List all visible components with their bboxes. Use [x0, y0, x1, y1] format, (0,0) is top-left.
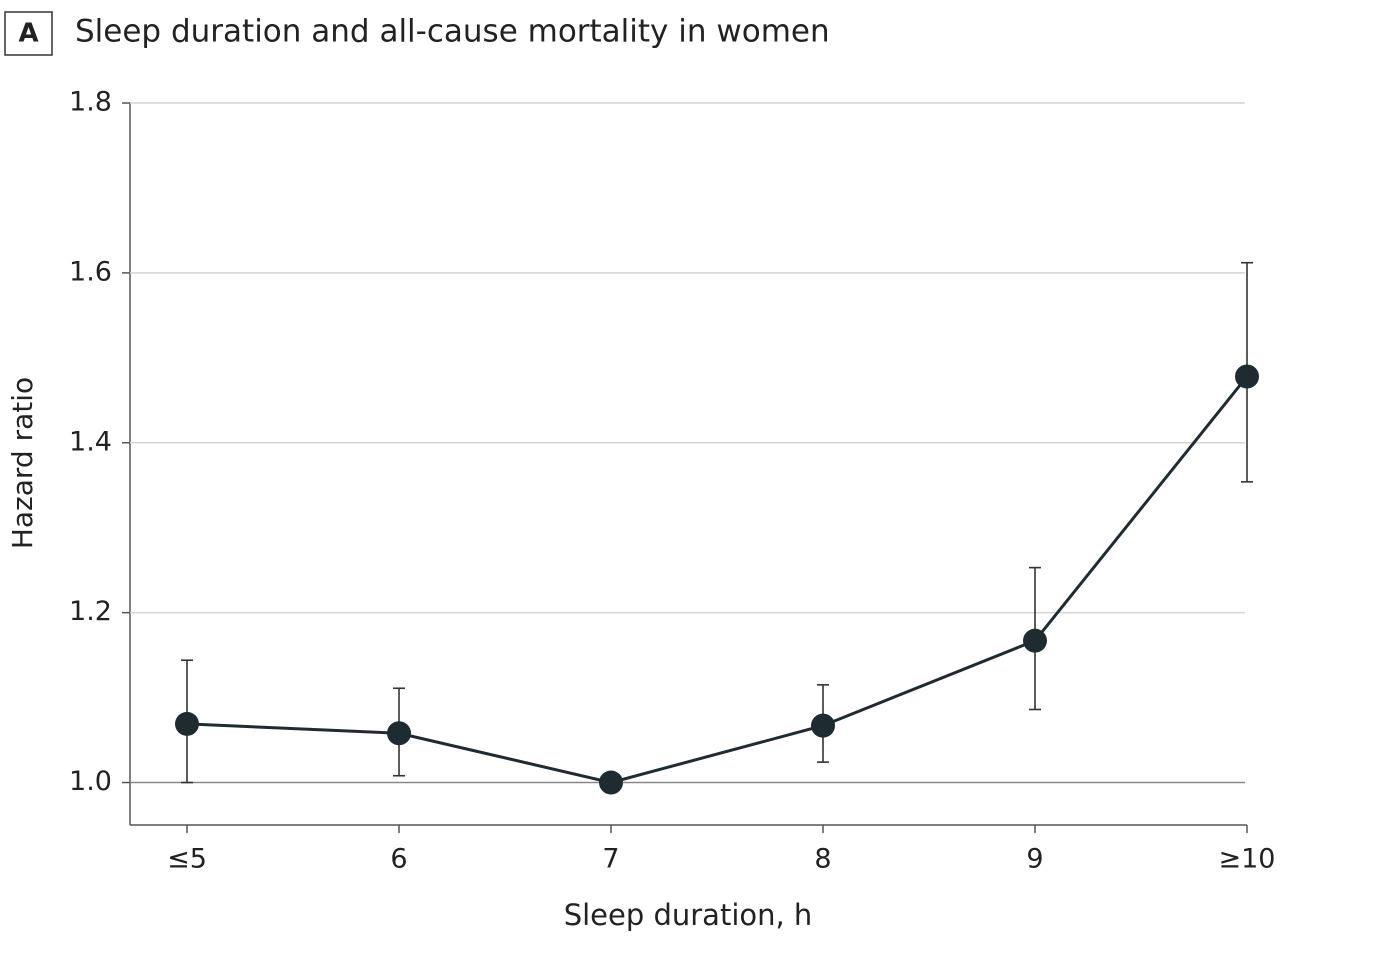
x-axis-label: Sleep duration, h	[564, 898, 813, 932]
data-point	[811, 713, 835, 738]
x-tick-label: ≤5	[167, 844, 207, 875]
y-tick-label: 1.0	[69, 766, 112, 797]
y-tick-label: 1.6	[69, 256, 112, 287]
data-point	[1235, 364, 1259, 389]
x-tick-label: 9	[1026, 844, 1043, 875]
x-tick-label: 7	[602, 844, 619, 875]
panel-box	[4, 11, 53, 56]
data-line	[186, 375, 1249, 785]
panel-label: A	[18, 19, 38, 49]
y-axis-label: Hazard ratio	[6, 377, 39, 549]
x-tick-label: 6	[390, 844, 407, 875]
data-point	[175, 711, 199, 736]
data-point	[1023, 628, 1047, 653]
y-tick-label: 1.8	[69, 87, 112, 118]
chart-title: Sleep duration and all-cause mortality i…	[75, 14, 830, 50]
data-point	[387, 721, 411, 746]
x-tick-label: ≥10	[1219, 844, 1276, 875]
data-point	[599, 770, 623, 795]
x-tick-label: 8	[814, 844, 831, 875]
y-tick-label: 1.2	[69, 596, 112, 627]
y-tick-label: 1.4	[69, 426, 112, 457]
